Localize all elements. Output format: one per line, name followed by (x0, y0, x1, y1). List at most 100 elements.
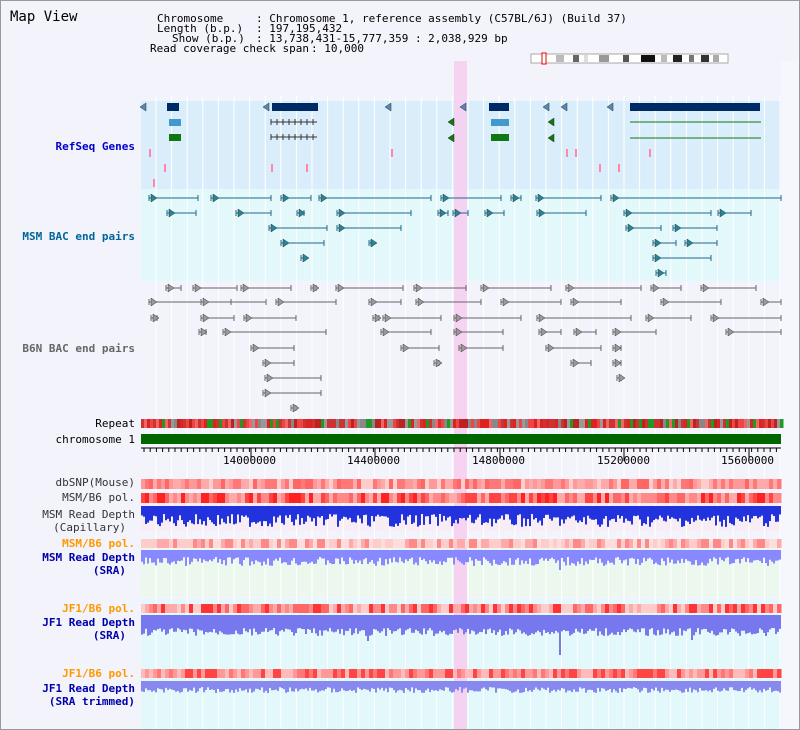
polymorphism-cell (689, 493, 694, 503)
depth-bar-capillary (669, 506, 671, 519)
depth-bar-msm-sra (407, 550, 409, 562)
depth-bar-jf1-trimmed (209, 681, 211, 690)
feature-arrow (540, 327, 548, 337)
depth-bar-capillary (287, 506, 289, 518)
depth-bar-jf1-sra (337, 615, 339, 630)
depth-bar-jf1-trimmed (499, 681, 501, 689)
depth-bar-jf1-trimmed (705, 681, 707, 691)
polymorphism-cell (565, 604, 570, 613)
depth-bar-capillary (419, 506, 421, 526)
depth-bar-jf1-trimmed (159, 681, 161, 689)
depth-bar-msm-sra (571, 550, 573, 563)
depth-bar-jf1-trimmed (483, 681, 485, 688)
dbsnp-cell (345, 479, 350, 489)
depth-bar-msm-sra (379, 550, 381, 558)
repeat-cell (606, 419, 610, 428)
depth-bar-jf1-trimmed (517, 681, 519, 690)
depth-bar-jf1-trimmed (357, 681, 359, 688)
repeat-cell (639, 419, 643, 428)
polymorphism-cell (501, 493, 506, 503)
repeat-cell (561, 419, 565, 428)
repeat-cell (279, 419, 283, 428)
depth-bar-msm-sra (589, 550, 591, 560)
depth-bar-jf1-sra (497, 615, 499, 633)
depth-bar-msm-sra (591, 550, 593, 561)
chromosome-ideogram[interactable] (530, 52, 729, 65)
depth-bar-jf1-trimmed (387, 681, 389, 693)
repeat-cell (723, 419, 727, 428)
depth-bar-msm-sra (669, 550, 671, 563)
polymorphism-cell (293, 493, 298, 503)
depth-bar-jf1-trimmed (629, 681, 631, 689)
polymorphism-cell (741, 669, 746, 678)
depth-bar-capillary (341, 506, 343, 519)
depth-bar-msm-sra (437, 550, 439, 565)
depth-bar-capillary (391, 506, 393, 527)
repeat-cell (315, 419, 319, 428)
feature-arrow (270, 223, 278, 233)
depth-bar-capillary (293, 506, 295, 526)
depth-bar-msm-sra (345, 550, 347, 565)
refseq-genes-track[interactable] (139, 102, 761, 187)
polymorphism-cell (265, 669, 270, 678)
depth-bar-msm-sra (647, 550, 649, 559)
depth-bar-jf1-trimmed (235, 681, 237, 690)
repeat-cell (309, 419, 313, 428)
depth-bar-capillary (705, 506, 707, 521)
depth-bar-capillary (187, 506, 189, 523)
repeat-cell (687, 419, 691, 428)
depth-bar-capillary (261, 506, 263, 527)
repeat-cell (720, 419, 724, 428)
depth-bar-capillary (141, 506, 143, 516)
depth-bar-msm-sra (773, 550, 775, 564)
dbsnp-cell (669, 479, 674, 489)
depth-bar-capillary (549, 506, 551, 519)
depth-bar-jf1-trimmed (751, 681, 753, 690)
polymorphism-cell (457, 493, 462, 503)
b6n-bac-track[interactable] (148, 283, 782, 413)
repeat-cell (243, 419, 247, 428)
refseq-genes-label[interactable]: RefSeq Genes (55, 140, 135, 153)
msm-bac-label[interactable]: MSM BAC end pairs (22, 230, 135, 243)
depth-bar-jf1-trimmed (669, 681, 671, 692)
polymorphism-cell (621, 669, 626, 678)
polymorphism-cell (373, 493, 378, 503)
polymorphism-cell (425, 604, 430, 613)
depth-bar-jf1-trimmed (647, 681, 649, 693)
polymorphism-cell (621, 604, 626, 613)
depth-bar-msm-sra (709, 550, 711, 559)
dbsnp-cell (337, 479, 342, 489)
polymorphism-cell (557, 669, 562, 678)
depth-bar-jf1-sra (513, 615, 515, 635)
depth-bar-jf1-sra (665, 615, 667, 634)
depth-bar-capillary (265, 506, 267, 522)
polymorphism-cell (585, 669, 590, 678)
polymorphism-cell (573, 604, 578, 613)
polymorphism-cell (741, 539, 746, 548)
depth-bar-jf1-trimmed (449, 681, 451, 692)
msm-b6-pol-2-label: MSM/B6 pol. (62, 537, 135, 550)
depth-bar-jf1-sra (221, 615, 223, 633)
depth-bar-jf1-sra (283, 615, 285, 632)
depth-bar-capillary (727, 506, 729, 516)
polymorphism-cell (501, 539, 506, 548)
depth-bar-msm-sra (403, 550, 405, 564)
repeat-cell (387, 419, 391, 428)
repeat-cell (399, 419, 403, 428)
polymorphism-cell (233, 539, 238, 548)
depth-bar-jf1-trimmed (633, 681, 635, 688)
depth-bar-jf1-sra (491, 615, 493, 633)
polymorphism-cell (613, 604, 618, 613)
feature-arrow (654, 253, 662, 263)
depth-bar-capillary (219, 506, 221, 525)
msm-bac-track[interactable] (148, 193, 782, 278)
polymorphism-cell (345, 493, 350, 503)
depth-bar-capillary (575, 506, 577, 521)
depth-bar-capillary (529, 506, 531, 527)
depth-bar-jf1-sra (603, 615, 605, 636)
feature-arrow (417, 297, 425, 307)
b6n-bac-label[interactable]: B6N BAC end pairs (22, 342, 135, 355)
polymorphism-cell (477, 539, 482, 548)
polymorphism-cell (461, 604, 466, 613)
